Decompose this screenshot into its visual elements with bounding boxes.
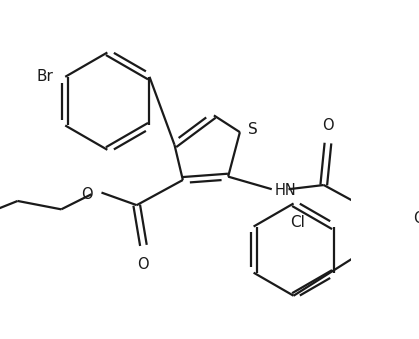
Text: O: O (322, 118, 334, 133)
Text: Cl: Cl (290, 215, 305, 230)
Text: O: O (81, 187, 93, 202)
Text: HN: HN (274, 183, 296, 198)
Text: S: S (248, 122, 258, 137)
Text: O: O (137, 257, 149, 272)
Text: O: O (414, 211, 419, 226)
Text: Br: Br (36, 69, 54, 84)
